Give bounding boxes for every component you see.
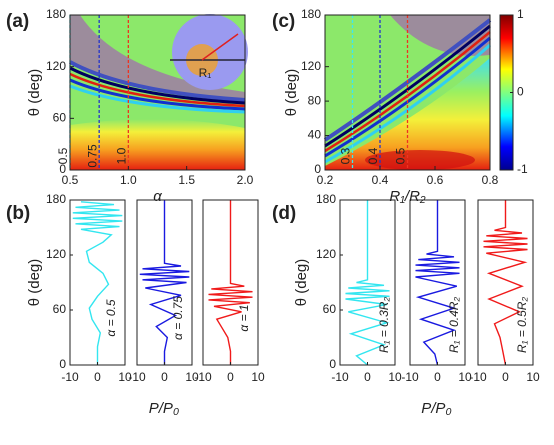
marker-label: 0.75	[85, 144, 99, 168]
series-label: α = 1	[237, 304, 251, 331]
y-tick-label: 180	[46, 192, 66, 206]
y-tick-label: 80	[308, 93, 322, 107]
marker-label: 1.0	[115, 147, 129, 164]
y-tick-label: 0	[329, 357, 336, 371]
y-axis-label: θ (deg)	[293, 259, 310, 307]
y-tick-label: 0	[59, 357, 66, 371]
y-tick-label: 180	[301, 7, 321, 21]
y-axis-label: θ (deg)	[26, 259, 43, 307]
y-tick-label: 120	[301, 59, 321, 73]
series-label: α = 0.5	[104, 299, 118, 337]
x-tick-label: 10	[185, 370, 199, 384]
x-tick-label: 0	[502, 370, 509, 384]
x-tick-label: 0.5	[62, 173, 79, 187]
series-label: R₁ = 0.4R₂	[447, 297, 461, 353]
y-tick-label: 180	[316, 192, 336, 206]
colorbar-tick-label: 0	[517, 85, 524, 99]
y-axis-label: θ (deg)	[283, 69, 300, 117]
y-tick-label: 120	[46, 247, 66, 261]
x-axis-label: α	[153, 188, 162, 205]
x-tick-label: 10	[526, 370, 540, 384]
marker-label: 0.5	[56, 147, 70, 164]
panel-label: (d)	[272, 203, 296, 224]
y-tick-label: 120	[316, 247, 336, 261]
heatmap-a	[69, 14, 248, 170]
series-line	[483, 200, 528, 366]
x-tick-label: 0.4	[372, 173, 389, 187]
panel-label: (a)	[6, 11, 29, 32]
x-axis-label: P/P₀	[421, 400, 452, 417]
x-axis-label: R₁/R₂	[389, 188, 426, 205]
x-tick-label: -10	[331, 370, 349, 384]
plot-frame	[69, 14, 246, 171]
x-tick-label: 10	[118, 370, 132, 384]
series-line	[415, 200, 460, 366]
x-tick-label: 1.0	[120, 173, 137, 187]
plot-frame	[324, 14, 491, 171]
x-tick-label: -10	[194, 370, 212, 384]
y-tick-label: 60	[323, 302, 337, 316]
y-axis-label: θ (deg)	[26, 69, 43, 117]
x-tick-label: -10	[401, 370, 419, 384]
inset-label: R₁	[199, 66, 212, 80]
panel-label: (c)	[272, 11, 295, 32]
panel-label: (b)	[6, 203, 30, 224]
colorbar-tick-label: 1	[517, 7, 524, 21]
x-tick-label: -10	[128, 370, 146, 384]
x-tick-label: 0.8	[482, 173, 499, 187]
x-tick-label: 10	[458, 370, 472, 384]
colorbar-tick-label: -1	[517, 162, 528, 176]
x-tick-label: 0.6	[427, 173, 444, 187]
x-tick-label: 2.0	[237, 173, 254, 187]
x-tick-label: 0	[434, 370, 441, 384]
y-tick-label: 180	[46, 7, 66, 21]
y-tick-label: 120	[46, 59, 66, 73]
marker-label: 0.5	[394, 147, 408, 164]
y-tick-label: 0	[59, 162, 66, 176]
x-tick-label: -10	[61, 370, 79, 384]
y-tick-label: 0	[314, 162, 321, 176]
y-tick-label: 60	[53, 111, 67, 125]
x-tick-label: -10	[469, 370, 487, 384]
series-line	[208, 200, 253, 365]
x-tick-label: 0	[161, 370, 168, 384]
series-label: R₁ = 0.3R₂	[377, 297, 391, 353]
marker-label: 0.4	[366, 147, 380, 164]
x-tick-label: 1.5	[178, 173, 195, 187]
x-tick-label: 10	[251, 370, 265, 384]
series-line	[139, 200, 190, 365]
x-tick-label: 0	[364, 370, 371, 384]
x-tick-label: 0.2	[317, 173, 334, 187]
series-label: α = 0.75	[171, 296, 185, 340]
y-tick-label: 60	[53, 302, 67, 316]
x-tick-label: 10	[388, 370, 402, 384]
series-line	[72, 201, 123, 365]
series-label: R₁ = 0.5R₂	[515, 297, 529, 353]
x-tick-label: 0	[94, 370, 101, 384]
x-axis-label: P/P₀	[149, 400, 180, 417]
y-tick-label: 40	[308, 128, 322, 142]
series-line	[345, 200, 390, 366]
marker-label: 0.3	[339, 147, 353, 164]
x-tick-label: 0	[227, 370, 234, 384]
